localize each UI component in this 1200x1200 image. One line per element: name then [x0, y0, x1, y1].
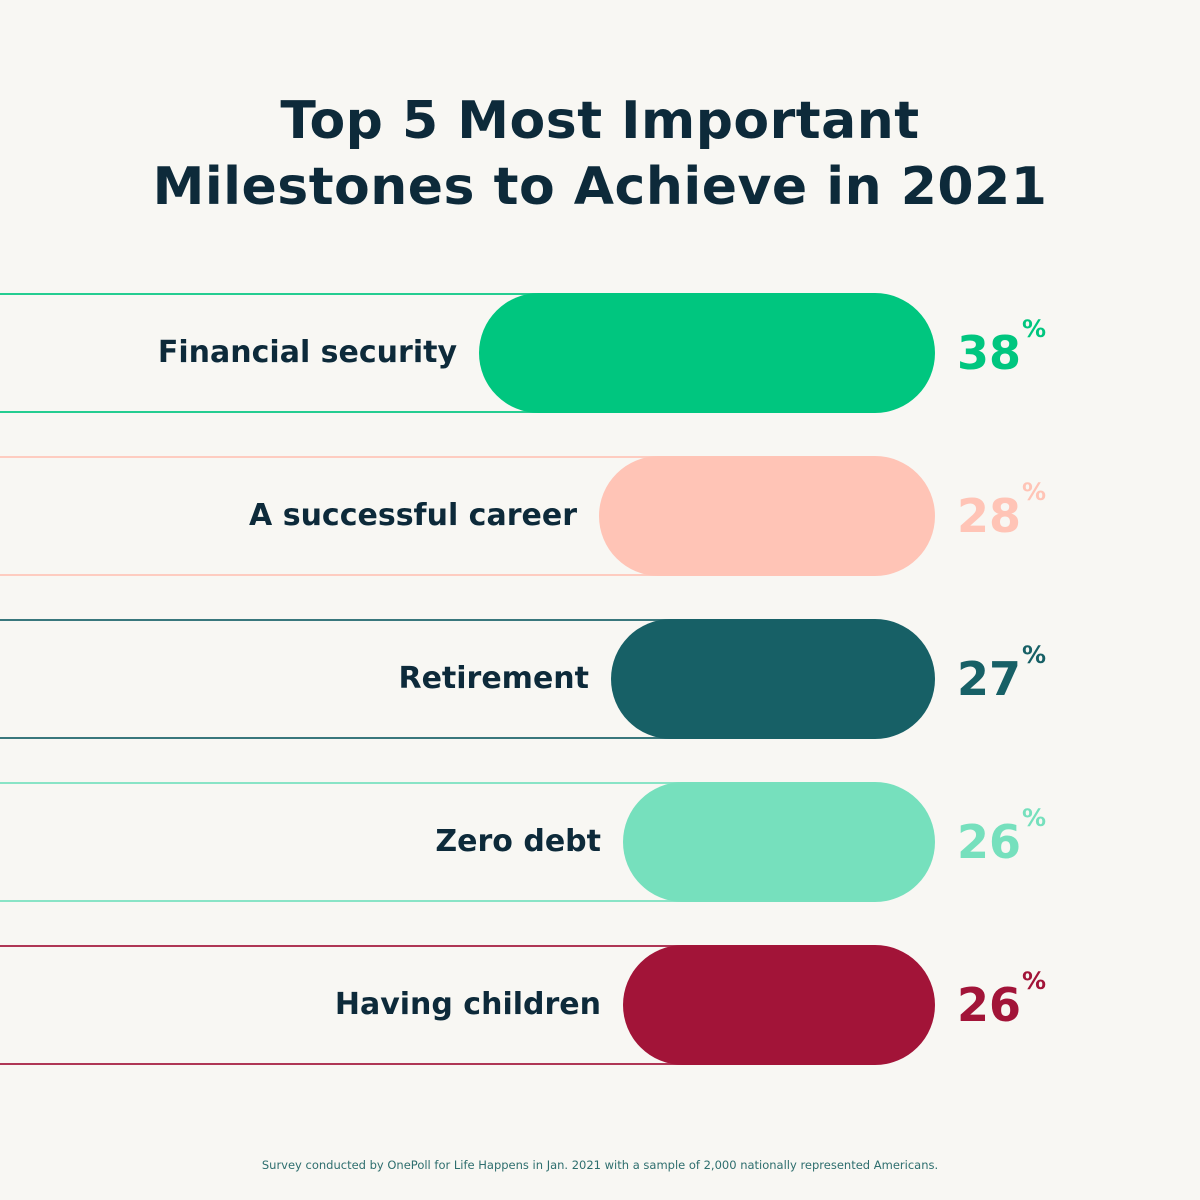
value-number: 38 [957, 326, 1022, 380]
bar-outline-bottom [0, 737, 671, 739]
bar-outline-top [0, 293, 539, 295]
bar-outline-bottom [0, 900, 683, 902]
bar-row: Zero debt 26% [0, 782, 1200, 902]
bar-outline-bottom [0, 411, 539, 413]
bar [479, 293, 935, 413]
category-label: Zero debt [435, 824, 601, 859]
source-note: Survey conducted by OnePoll for Life Hap… [261, 1158, 939, 1172]
bar-outline-top [0, 782, 683, 784]
bar-outline-top [0, 619, 671, 621]
bar-row: Retirement 27% [0, 619, 1200, 739]
category-label: Financial security [157, 335, 457, 370]
value-number: 26 [957, 978, 1022, 1032]
category-label: Having children [334, 987, 601, 1022]
bar [611, 619, 935, 739]
bar [599, 456, 935, 576]
bar [623, 945, 935, 1065]
value-label: 28% [957, 456, 1046, 576]
value-unit: % [1022, 478, 1047, 506]
value-unit: % [1022, 804, 1047, 832]
chart-title-line-1: Top 5 Most Important [280, 91, 920, 151]
bar-outline-bottom [0, 574, 659, 576]
category-label: A successful career [249, 498, 577, 533]
bar-row: Financial security 38% [0, 293, 1200, 413]
value-label: 27% [957, 619, 1046, 739]
bar-row: A successful career 28% [0, 456, 1200, 576]
bar-outline-bottom [0, 1063, 683, 1065]
value-unit: % [1022, 315, 1047, 343]
value-unit: % [1022, 641, 1047, 669]
category-label: Retirement [398, 661, 589, 696]
value-number: 27 [957, 652, 1022, 706]
bar-row: Having children 26% [0, 945, 1200, 1065]
bar [623, 782, 935, 902]
value-label: 26% [957, 782, 1046, 902]
value-number: 26 [957, 815, 1022, 869]
bar-outline-top [0, 456, 659, 458]
value-unit: % [1022, 967, 1047, 995]
chart-title-line-2: Milestones to Achieve in 2021 [152, 157, 1048, 217]
value-label: 26% [957, 945, 1046, 1065]
bar-outline-top [0, 945, 683, 947]
value-number: 28 [957, 489, 1022, 543]
chart-title: Top 5 Most Important Milestones to Achie… [0, 88, 1200, 220]
value-label: 38% [957, 293, 1046, 413]
